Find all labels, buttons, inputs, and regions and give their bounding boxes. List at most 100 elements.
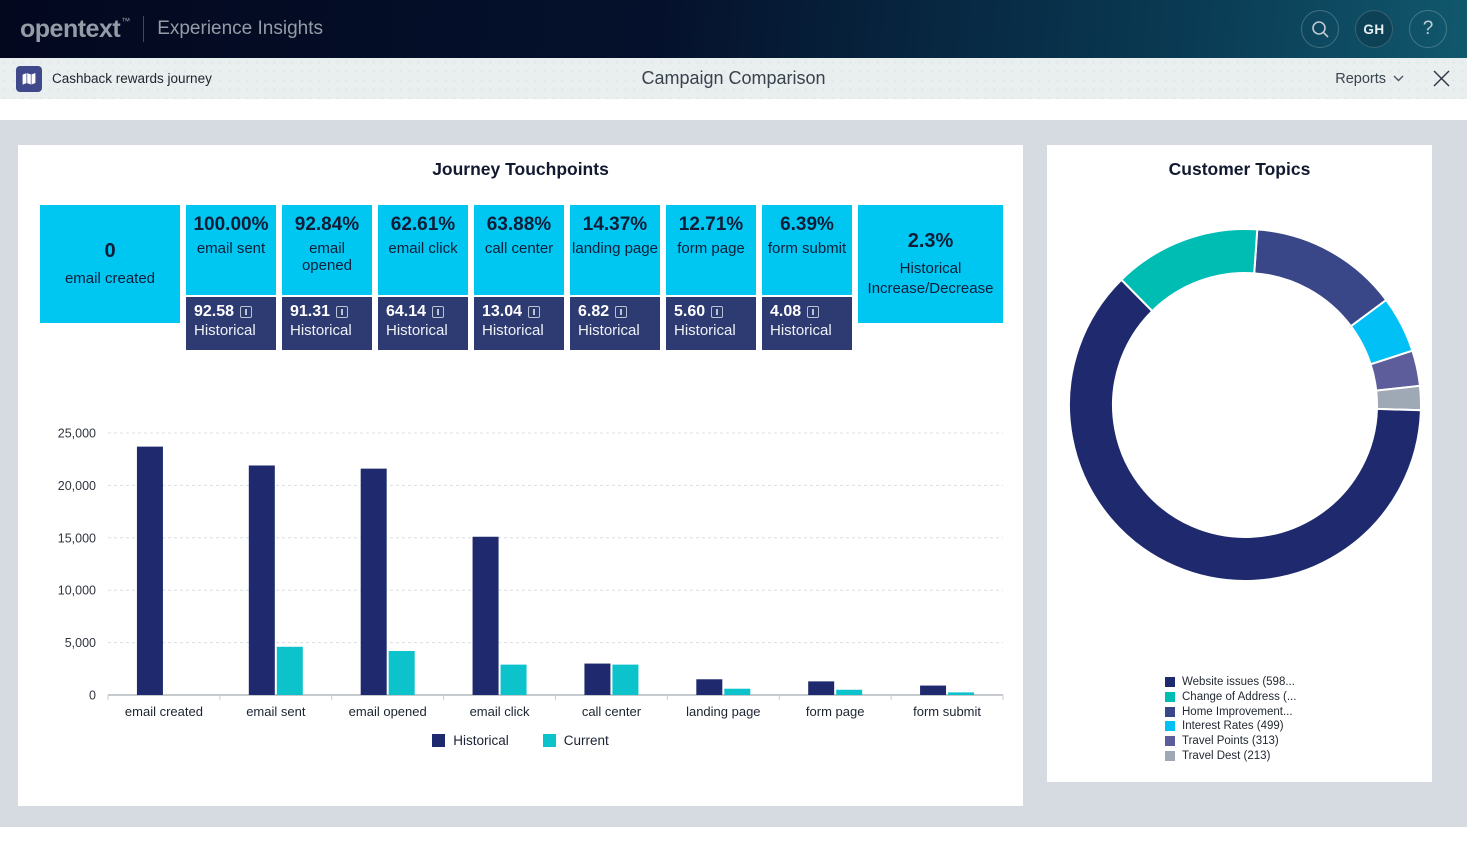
x-category-label: landing page (686, 704, 760, 719)
current-swatch (542, 734, 556, 747)
legend-label: Current (563, 733, 609, 748)
kpi-current: 63.88% call center (474, 205, 564, 295)
x-category-label: call center (582, 704, 642, 719)
top-navbar: opentext ™ Experience Insights GH ? (0, 0, 1467, 58)
kpi-tile-email-click[interactable]: 62.61% email click 64.14 Historical (378, 205, 468, 350)
breadcrumb-label: Cashback rewards journey (52, 71, 212, 86)
x-category-label: form page (806, 704, 865, 719)
y-tick-label: 10,000 (58, 584, 96, 598)
bar-current-form-page[interactable] (836, 689, 863, 695)
info-icon (711, 306, 724, 318)
legend-item-historical[interactable]: Historical (432, 733, 509, 748)
kpi-label: Historical Increase/Decrease (867, 260, 994, 297)
bar-historical-call-center[interactable] (584, 663, 611, 695)
bar-current-call-center[interactable] (612, 664, 639, 695)
legend-item-home-improvement[interactable]: Home Improvement... (1165, 704, 1296, 719)
kpi-tile-landing-page[interactable]: 14.37% landing page 6.82 Historical (570, 205, 660, 350)
kpi-tile-call-center[interactable]: 63.88% call center 13.04 Historical (474, 205, 564, 350)
y-tick-label: 15,000 (58, 531, 96, 545)
kpi-label: email opened (301, 240, 353, 275)
legend-item-current[interactable]: Current (542, 733, 609, 748)
bar-historical-email-click[interactable] (472, 536, 499, 695)
kpi-historical-value: 5.60 (674, 303, 706, 320)
breadcrumb-journey[interactable]: Cashback rewards journey (16, 65, 212, 92)
brand: opentext ™ Experience Insights (20, 15, 323, 44)
website-issues-swatch (1165, 677, 1175, 688)
kpi-label: call center (484, 240, 554, 257)
kpi-tile-form-page[interactable]: 12.71% form page 5.60 Historical (666, 205, 756, 350)
donut-chart-svg (1068, 228, 1422, 582)
x-category-label: email sent (246, 704, 306, 719)
kpi-value: 14.37% (582, 214, 648, 235)
bar-current-form-submit[interactable] (948, 692, 975, 695)
reports-dropdown[interactable]: Reports (1335, 71, 1404, 87)
travel-dest-swatch (1165, 750, 1175, 761)
kpi-tile-email-sent[interactable]: 100.00% email sent 92.58 Historical (186, 205, 276, 350)
kpi-tile-email-created[interactable]: 0 email created (40, 205, 180, 323)
legend-item-travel-dest[interactable]: Travel Dest (213) (1165, 748, 1296, 763)
change-of-address-swatch (1165, 692, 1175, 703)
kpi-label: form page (677, 240, 745, 257)
kpi-label: email sent (196, 240, 266, 257)
info-icon (528, 306, 541, 318)
search-icon (1311, 20, 1330, 39)
kpi-historical: 5.60 Historical (666, 297, 756, 350)
topics-donut-chart (1047, 145, 1432, 605)
legend-item-change-of-address[interactable]: Change of Address (... (1165, 690, 1296, 705)
bar-historical-form-submit[interactable] (920, 685, 947, 695)
y-tick-label: 20,000 (58, 479, 96, 493)
help-icon: ? (1422, 18, 1434, 39)
chevron-down-icon (1393, 75, 1404, 82)
legend-item-website-issues[interactable]: Website issues (598... (1165, 675, 1296, 690)
interest-rates-swatch (1165, 721, 1175, 732)
page-title: Campaign Comparison (641, 68, 826, 88)
bar-current-landing-page[interactable] (724, 688, 751, 695)
bar-current-email-click[interactable] (500, 664, 527, 695)
kpi-value: 0 (104, 239, 116, 262)
bar-current-email-sent[interactable] (276, 646, 303, 695)
kpi-label: email click (388, 240, 458, 257)
kpi-historical-label: Historical (578, 322, 640, 339)
kpi-current: 62.61% email click (378, 205, 468, 295)
info-icon (807, 306, 820, 318)
home-improvement-swatch (1165, 706, 1175, 717)
kpi-historical: 92.58 Historical (186, 297, 276, 350)
bar-historical-landing-page[interactable] (696, 679, 723, 695)
donut-slice-website-issues[interactable] (1068, 278, 1422, 582)
touchpoints-bar-chart: 0 5,000 10,000 15,000 20,000 25,000 email crea… (28, 415, 1013, 733)
user-avatar[interactable]: GH (1355, 10, 1393, 48)
kpi-value: 12.71% (678, 214, 744, 235)
help-button[interactable]: ? (1409, 10, 1447, 48)
close-button[interactable] (1432, 69, 1451, 88)
legend-label: Change of Address (... (1182, 691, 1297, 704)
kpi-current: 14.37% landing page (570, 205, 660, 295)
kpi-value: 63.88% (486, 214, 552, 235)
bar-historical-form-page[interactable] (808, 681, 835, 695)
kpi-label: landing page (572, 240, 658, 257)
close-icon (1432, 69, 1451, 88)
bar-historical-email-opened[interactable] (360, 468, 387, 695)
search-button[interactable] (1301, 10, 1339, 48)
kpi-tile-form-submit[interactable]: 6.39% form submit 4.08 Historical (762, 205, 852, 350)
kpi-value: 92.84% (294, 214, 360, 235)
legend-item-interest-rates[interactable]: Interest Rates (499) (1165, 719, 1296, 734)
brand-logo: opentext (20, 14, 121, 43)
x-category-label: email created (125, 704, 203, 719)
kpi-tile-email-opened[interactable]: 92.84% email opened 91.31 Historical (282, 205, 372, 350)
kpi-historical-label: Historical (194, 322, 256, 339)
bar-current-email-opened[interactable] (388, 650, 415, 695)
bar-chart-legend: Historical Current (18, 733, 1023, 748)
customer-topics-panel: Customer Topics Website issues (598... C… (1047, 145, 1432, 782)
donut-slice-travel-dest[interactable] (1375, 384, 1422, 412)
bar-historical-email-created[interactable] (136, 446, 163, 695)
kpi-value: 6.39% (780, 214, 834, 235)
y-tick-label: 25,000 (58, 427, 96, 441)
donut-slice-home-improvement[interactable] (1253, 228, 1388, 328)
kpi-historical-value: 6.82 (578, 303, 610, 320)
legend-item-travel-points[interactable]: Travel Points (313) (1165, 734, 1296, 749)
info-icon (336, 306, 349, 318)
donut-slice-change-of-address[interactable] (1119, 228, 1259, 313)
kpi-historical-value: 92.58 (194, 303, 235, 320)
kpi-tile-historical-change[interactable]: 2.3% Historical Increase/Decrease (858, 205, 1003, 323)
bar-historical-email-sent[interactable] (248, 465, 275, 695)
